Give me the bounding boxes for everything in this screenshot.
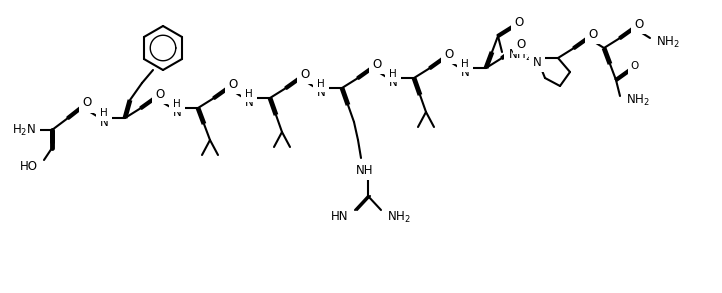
Text: H: H (100, 108, 108, 118)
Text: O: O (588, 28, 598, 40)
Text: O: O (444, 47, 453, 60)
Text: NH$_2$: NH$_2$ (508, 47, 532, 62)
Text: NH$_2$: NH$_2$ (656, 35, 680, 50)
Text: O: O (514, 16, 523, 28)
Text: O: O (373, 57, 382, 71)
Text: H: H (389, 69, 397, 79)
Text: HO: HO (20, 161, 38, 173)
Text: N: N (317, 86, 326, 100)
Text: N: N (245, 96, 253, 110)
Text: O: O (228, 78, 238, 91)
Text: H: H (173, 99, 181, 109)
Text: N: N (173, 106, 181, 120)
Text: N: N (461, 67, 469, 79)
Text: HN: HN (331, 210, 348, 224)
Text: H: H (461, 59, 469, 69)
Text: N: N (100, 115, 108, 129)
Text: O: O (300, 67, 310, 81)
Text: N: N (533, 55, 542, 69)
Text: O: O (155, 88, 165, 100)
Text: O: O (516, 38, 526, 50)
Text: O: O (635, 18, 643, 30)
Text: O: O (82, 96, 92, 110)
Text: H: H (245, 89, 253, 99)
Text: N: N (388, 76, 397, 89)
Text: O: O (631, 61, 639, 71)
Text: NH$_2$: NH$_2$ (387, 209, 411, 224)
Text: H: H (317, 79, 325, 89)
Text: NH$_2$: NH$_2$ (626, 93, 650, 108)
Text: H$_2$N: H$_2$N (12, 122, 36, 137)
Text: NH: NH (356, 163, 374, 176)
